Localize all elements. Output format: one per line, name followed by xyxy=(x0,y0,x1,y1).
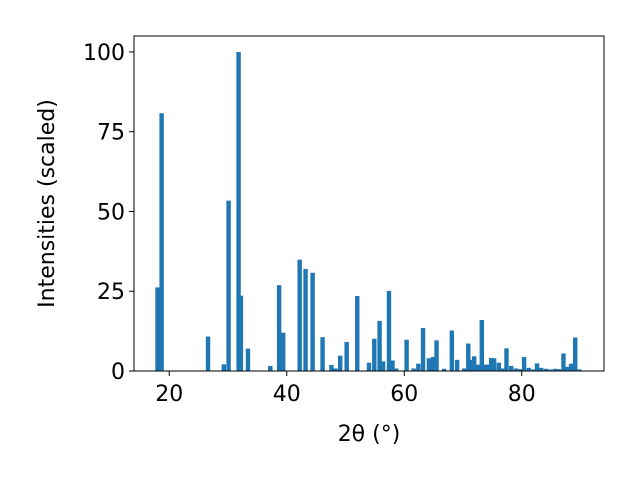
x-tick-label: 60 xyxy=(390,382,418,407)
bar xyxy=(380,361,386,371)
bar xyxy=(297,259,302,371)
bar xyxy=(449,330,455,371)
bar xyxy=(454,359,460,371)
bar xyxy=(333,368,338,371)
x-axis-title: 2θ (°) xyxy=(338,422,401,447)
bar xyxy=(430,356,436,371)
bar xyxy=(573,337,578,371)
x-axis-ticks: 20 40 60 80 xyxy=(155,371,536,407)
bar xyxy=(386,290,392,371)
bar xyxy=(485,364,490,371)
bar xyxy=(561,353,566,371)
bar xyxy=(461,368,467,371)
bar xyxy=(434,340,439,371)
bar xyxy=(338,355,343,371)
bar xyxy=(482,364,487,371)
bar xyxy=(236,51,241,371)
bar xyxy=(476,364,481,371)
bar xyxy=(513,368,519,371)
bar xyxy=(355,296,360,371)
bar xyxy=(521,356,527,371)
bar xyxy=(491,358,497,371)
bar xyxy=(221,364,227,371)
bar xyxy=(404,339,409,371)
bar xyxy=(393,368,399,371)
bar xyxy=(442,368,447,371)
bar xyxy=(500,368,505,371)
x-tick-label: 20 xyxy=(155,382,183,407)
bar xyxy=(543,368,549,371)
bar xyxy=(556,369,561,371)
x-tick-label: 80 xyxy=(508,382,536,407)
y-tick-label: 50 xyxy=(97,200,125,225)
bar xyxy=(565,366,570,371)
bar xyxy=(320,337,325,371)
bar xyxy=(205,336,211,371)
bar xyxy=(489,357,494,371)
x-tick-label: 40 xyxy=(273,382,301,407)
y-axis-ticks: 0 25 50 75 100 xyxy=(83,41,134,385)
bar xyxy=(366,362,372,371)
bar xyxy=(466,343,471,371)
y-axis-title: Intensities (scaled) xyxy=(35,99,60,308)
bar xyxy=(238,295,244,371)
bar xyxy=(377,320,382,371)
bar xyxy=(329,364,334,371)
bar xyxy=(344,341,349,371)
bar xyxy=(504,348,509,371)
bar xyxy=(548,369,553,371)
bar xyxy=(496,362,502,371)
bar xyxy=(303,268,308,371)
bar xyxy=(426,358,432,371)
bar xyxy=(245,348,251,371)
plot-area-frame xyxy=(133,35,605,372)
bar xyxy=(268,365,273,371)
y-tick-label: 0 xyxy=(111,360,125,385)
bar xyxy=(471,356,477,371)
bar xyxy=(226,200,231,371)
bar xyxy=(517,369,523,371)
bar xyxy=(538,367,544,371)
bar xyxy=(416,363,421,371)
bar xyxy=(531,369,536,371)
bar xyxy=(411,368,416,371)
bar xyxy=(310,272,315,371)
bar xyxy=(479,319,485,371)
bar xyxy=(526,367,532,371)
bar xyxy=(420,327,426,371)
bar xyxy=(568,363,574,371)
bar xyxy=(553,368,558,371)
y-tick-label: 75 xyxy=(97,121,125,146)
bar xyxy=(155,287,160,371)
bar xyxy=(469,359,474,371)
y-tick-label: 100 xyxy=(83,41,125,66)
bar xyxy=(508,365,514,371)
bar-series xyxy=(155,51,582,372)
y-tick-label: 25 xyxy=(97,280,125,305)
bar xyxy=(281,332,286,371)
bar xyxy=(534,363,540,371)
bar xyxy=(577,369,582,371)
bar xyxy=(159,113,164,372)
bar xyxy=(372,338,377,371)
bar xyxy=(276,285,282,371)
bar xyxy=(390,360,395,371)
